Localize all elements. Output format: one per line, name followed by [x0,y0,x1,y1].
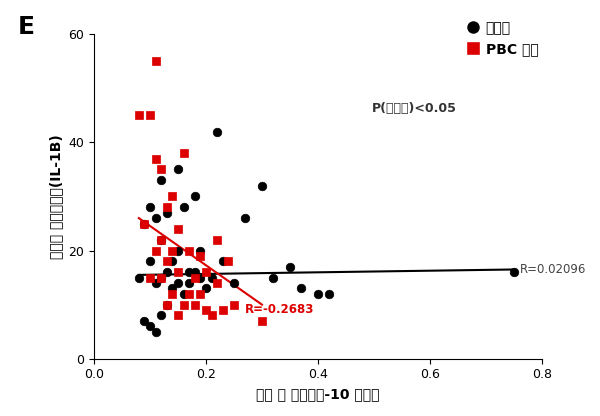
Y-axis label: 염증성 사이토카인(IL-1B): 염증성 사이토카인(IL-1B) [49,134,63,259]
Point [151,247,160,254]
Text: R=-0.2683: R=-0.2683 [245,303,314,316]
Point [207,312,217,319]
Point [134,112,143,119]
Point [134,274,143,281]
Point [268,274,278,281]
Point [157,166,166,173]
Point [179,204,188,210]
Point [157,274,166,281]
Point [313,290,323,297]
Point [162,269,172,275]
Point [151,58,160,64]
Point [145,204,155,210]
Point [190,193,200,200]
Point [207,274,217,281]
Point [224,258,233,265]
Point [173,247,183,254]
Point [179,290,188,297]
Point [140,220,149,227]
Point [151,328,160,335]
Point [157,236,166,243]
X-axis label: 혁청 내 카스파제-10 활성도: 혁청 내 카스파제-10 활성도 [256,387,380,401]
Point [212,236,222,243]
Point [140,220,149,227]
Point [196,247,205,254]
Point [190,269,200,275]
Point [151,280,160,286]
Point [212,280,222,286]
Point [173,166,183,173]
Point [229,280,239,286]
Point [157,177,166,183]
Point [509,269,518,275]
Point [257,182,267,189]
Text: E: E [18,15,35,39]
Legend: 일반인, PBC 환자: 일반인, PBC 환자 [462,15,544,61]
Point [257,317,267,324]
Point [145,323,155,329]
Point [151,215,160,221]
Point [201,307,211,313]
Point [157,274,166,281]
Point [179,301,188,308]
Point [229,301,239,308]
Point [173,312,183,319]
Point [184,269,194,275]
Point [190,274,200,281]
Text: P(유의도)<0.05: P(유의도)<0.05 [372,102,457,115]
Point [162,258,172,265]
Point [190,301,200,308]
Point [196,274,205,281]
Point [173,280,183,286]
Point [145,274,155,281]
Point [157,312,166,319]
Point [151,155,160,162]
Point [179,150,188,156]
Point [167,258,177,265]
Point [173,225,183,232]
Point [184,247,194,254]
Point [162,301,172,308]
Point [162,204,172,210]
Point [201,269,211,275]
Point [296,285,306,292]
Point [162,301,172,308]
Point [167,247,177,254]
Point [145,258,155,265]
Point [173,269,183,275]
Point [285,263,295,270]
Point [325,290,334,297]
Point [241,215,250,221]
Point [157,236,166,243]
Point [218,258,227,265]
Point [167,290,177,297]
Point [212,128,222,135]
Point [145,112,155,119]
Point [196,290,205,297]
Point [201,285,211,292]
Point [140,317,149,324]
Text: R=0.02096: R=0.02096 [520,263,586,276]
Point [167,285,177,292]
Point [184,290,194,297]
Point [167,193,177,200]
Point [184,280,194,286]
Point [162,209,172,216]
Point [196,253,205,259]
Point [218,307,227,313]
